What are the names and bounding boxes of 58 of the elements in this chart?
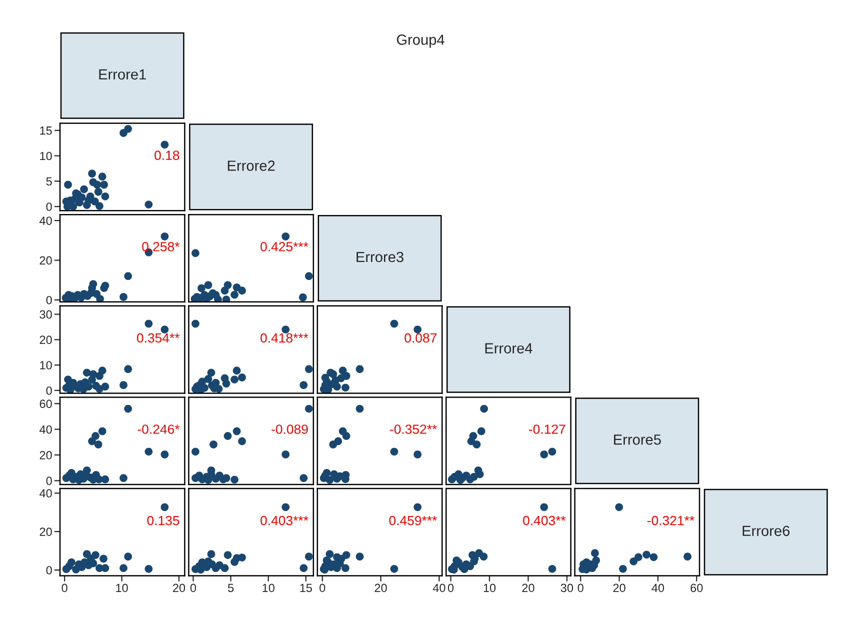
- x-tick-label: 40: [652, 584, 664, 592]
- x-tick-label: 0: [320, 584, 326, 592]
- y-tick-label: 20: [40, 451, 52, 460]
- x-tick-label: 0: [578, 584, 584, 592]
- x-tick-label: 0: [190, 584, 196, 592]
- y-tick-label: 20: [40, 256, 52, 265]
- annotation: -0.089: [272, 424, 308, 434]
- annotation: 0.135: [147, 516, 180, 526]
- y-tick-label: 20: [40, 528, 52, 536]
- annotation: -0.321**: [647, 516, 694, 526]
- y-tick-label: 0: [46, 296, 52, 304]
- annotation: 0.354**: [136, 333, 180, 343]
- x-tick-label: 20: [522, 584, 534, 592]
- annotation: 0.258*: [142, 242, 180, 252]
- y-tick-label: 30: [40, 310, 52, 319]
- text: Errore5: [614, 434, 661, 445]
- annotation: -0.352**: [390, 424, 437, 434]
- y-tick-label: 40: [40, 425, 52, 434]
- y-tick-label: 40: [40, 216, 52, 225]
- y-tick-label: 5: [46, 177, 52, 186]
- y-tick-label: 0: [46, 476, 52, 486]
- x-tick-label: 10: [484, 584, 496, 592]
- y-tick-label: 10: [40, 361, 52, 370]
- x-tick-label: 30: [560, 584, 574, 592]
- annotation: 0.425***: [260, 242, 308, 252]
- y-tick-label: 15: [40, 126, 52, 135]
- text: Errore3: [356, 252, 404, 262]
- y-tick-label: 0: [46, 386, 52, 395]
- x-tick-label: 60: [690, 584, 703, 592]
- y-tick-label: 0: [46, 566, 52, 574]
- text: Errore4: [485, 343, 532, 354]
- x-tick-label: 15: [300, 584, 312, 592]
- text: Group4: [396, 34, 444, 48]
- annotation: 0.087: [404, 333, 436, 343]
- x-tick-label: 40: [432, 584, 446, 592]
- text: Errore2: [228, 160, 275, 171]
- annotation: 0.18: [154, 150, 180, 160]
- x-tick-label: 20: [374, 584, 387, 592]
- annotation: 0.418***: [260, 333, 308, 343]
- x-tick-label: 10: [116, 584, 128, 592]
- y-tick-label: 60: [40, 400, 52, 408]
- x-tick-label: 20: [173, 584, 186, 592]
- annotation: 0.459***: [389, 516, 437, 526]
- x-tick-label: 0: [448, 584, 454, 592]
- x-tick-label: 20: [613, 584, 626, 592]
- annotation: -0.246*: [138, 424, 180, 434]
- text: Errore1: [99, 69, 146, 80]
- text: Errore6: [742, 526, 790, 536]
- annotation: 0.403***: [260, 516, 308, 526]
- y-tick-label: 0: [46, 202, 52, 211]
- annotation: -0.127: [528, 424, 566, 434]
- y-tick-label: 20: [40, 336, 52, 344]
- x-tick-label: 10: [262, 584, 274, 592]
- x-tick-label: 0: [62, 584, 68, 592]
- annotation: 0.403**: [523, 516, 566, 526]
- x-tick-label: 5: [228, 584, 234, 592]
- y-tick-label: 10: [40, 152, 52, 160]
- y-tick-label: 40: [40, 489, 52, 498]
